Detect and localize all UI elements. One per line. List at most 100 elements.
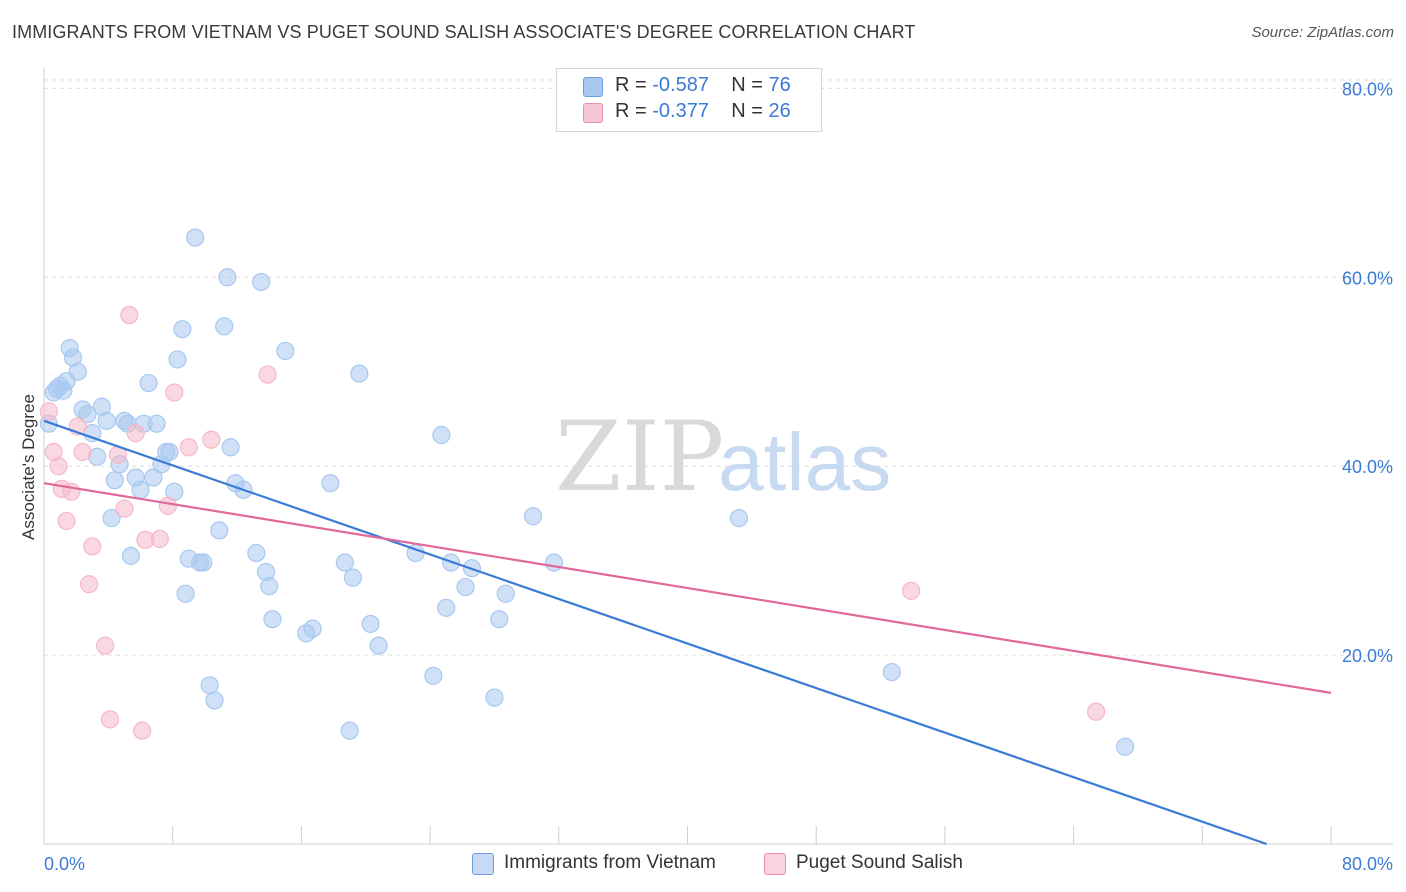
point-salish	[79, 575, 99, 594]
point-vietnam	[1115, 737, 1135, 756]
bottom-legend-swatch-vietnam	[472, 853, 494, 875]
legend-text-vietnam: R = -0.587 N = 76	[615, 74, 791, 97]
point-vietnam	[340, 721, 359, 740]
point-vietnam	[369, 636, 388, 655]
point-vietnam	[176, 584, 195, 603]
point-vietnam	[147, 414, 166, 433]
point-vietnam	[173, 320, 192, 339]
point-salish	[126, 424, 145, 443]
legend-r-value: -0.587	[652, 74, 709, 96]
point-salish	[49, 457, 68, 476]
series-vietnam-points	[39, 228, 1135, 756]
point-vietnam	[303, 619, 322, 638]
point-vietnam	[221, 438, 240, 457]
point-salish	[115, 499, 134, 518]
trend-lines	[43, 419, 1332, 846]
point-salish	[39, 402, 58, 421]
point-vietnam	[437, 598, 456, 617]
correlation-legend: R = -0.587 N = 76 R = -0.377 N = 26	[556, 68, 822, 132]
point-vietnam	[335, 553, 354, 572]
point-salish	[902, 581, 921, 600]
point-vietnam	[186, 228, 205, 247]
point-vietnam	[485, 688, 504, 707]
legend-r-label: R =	[615, 100, 653, 122]
tick-labels: 20.0% 40.0% 60.0% 80.0% 0.0% 80.0%	[44, 79, 1393, 874]
legend-n-value: 76	[768, 74, 791, 96]
y-axis-label: Associate's Degree	[19, 394, 38, 540]
legend-r-label: R =	[615, 74, 653, 96]
point-vietnam	[200, 676, 219, 695]
point-vietnam	[882, 662, 901, 682]
watermark-zip: ZIP	[555, 401, 724, 513]
point-vietnam	[160, 442, 179, 462]
legend-swatch-salish	[583, 103, 603, 123]
series-salish-points	[39, 305, 1106, 740]
point-vietnam	[247, 543, 266, 563]
point-vietnam	[361, 614, 380, 634]
legend-r-value: -0.377	[652, 100, 709, 122]
point-vietnam	[97, 411, 116, 430]
point-vietnam	[523, 507, 543, 526]
legend-n-label: N =	[731, 100, 769, 122]
point-salish	[133, 721, 152, 740]
point-vietnam	[490, 610, 509, 629]
point-vietnam	[321, 474, 340, 493]
point-vietnam	[121, 546, 140, 566]
point-vietnam	[210, 521, 229, 540]
legend-text-salish: R = -0.377 N = 26	[615, 100, 791, 123]
point-vietnam	[260, 577, 279, 596]
point-vietnam	[350, 364, 369, 383]
point-salish	[96, 636, 115, 655]
point-vietnam	[252, 272, 271, 292]
point-vietnam	[139, 373, 158, 393]
point-salish	[165, 383, 184, 402]
point-salish	[1087, 702, 1106, 721]
point-salish	[202, 430, 221, 449]
point-vietnam	[424, 666, 443, 685]
trend-line-vietnam	[43, 419, 1268, 846]
point-vietnam	[218, 268, 237, 287]
watermark-atlas: atlas	[718, 417, 891, 508]
watermark: ZIP atlas	[555, 401, 891, 513]
point-vietnam	[144, 468, 163, 487]
x-tick-label: 0.0%	[44, 854, 85, 874]
point-vietnam	[105, 471, 124, 490]
y-tick-label: 20.0%	[1342, 646, 1393, 666]
bottom-legend-label-salish: Puget Sound Salish	[796, 852, 963, 873]
point-vietnam	[131, 480, 150, 499]
point-vietnam	[456, 577, 475, 597]
bottom-legend-swatch-salish	[764, 853, 786, 875]
y-tick-label: 40.0%	[1342, 457, 1393, 477]
source-label: Source: ZipAtlas.com	[1251, 24, 1394, 41]
point-vietnam	[263, 610, 282, 629]
point-vietnam	[205, 691, 224, 710]
bottom-legend-label-vietnam: Immigrants from Vietnam	[504, 852, 716, 873]
point-salish	[258, 365, 277, 384]
y-tick-label: 80.0%	[1342, 79, 1393, 99]
point-vietnam	[194, 553, 213, 572]
point-vietnam	[215, 317, 234, 336]
point-salish	[83, 537, 102, 556]
point-vietnam	[168, 350, 187, 369]
point-vietnam	[544, 553, 564, 572]
legend-swatch-vietnam	[583, 77, 603, 97]
point-vietnam	[343, 568, 362, 587]
point-vietnam	[729, 509, 749, 528]
point-vietnam	[276, 341, 295, 361]
point-salish	[120, 305, 139, 325]
point-salish	[150, 529, 169, 549]
trend-line-salish	[43, 482, 1332, 694]
point-vietnam	[496, 584, 515, 603]
point-vietnam	[68, 362, 87, 381]
point-salish	[158, 496, 177, 515]
point-salish	[57, 511, 76, 531]
y-tick-label: 60.0%	[1342, 268, 1393, 288]
chart-title: IMMIGRANTS FROM VIETNAM VS PUGET SOUND S…	[12, 22, 916, 42]
legend-n-value: 26	[768, 100, 791, 122]
point-vietnam	[102, 509, 121, 528]
point-salish	[179, 438, 198, 457]
point-salish	[100, 710, 120, 729]
point-salish	[73, 442, 92, 462]
point-vietnam	[78, 405, 97, 424]
